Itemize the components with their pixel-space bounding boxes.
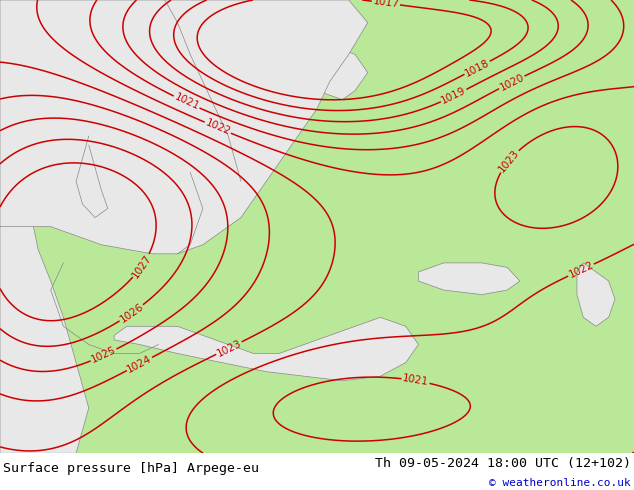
Text: 1017: 1017 [372,0,399,10]
Text: 1018: 1018 [463,57,491,78]
Polygon shape [114,318,418,381]
Text: 1022: 1022 [567,260,595,280]
Text: 1021: 1021 [172,92,201,112]
Polygon shape [0,0,228,226]
Text: 1021: 1021 [402,373,429,388]
Text: 1024: 1024 [126,353,153,374]
Text: 1023: 1023 [215,338,243,358]
Text: Th 09-05-2024 18:00 UTC (12+102): Th 09-05-2024 18:00 UTC (12+102) [375,457,631,470]
Text: 1025: 1025 [89,345,118,366]
Text: © weatheronline.co.uk: © weatheronline.co.uk [489,478,631,489]
Polygon shape [95,91,266,181]
Text: 1020: 1020 [498,72,526,93]
Text: Surface pressure [hPa] Arpege-eu: Surface pressure [hPa] Arpege-eu [3,462,259,475]
Polygon shape [418,263,520,294]
Polygon shape [51,0,209,159]
Text: 1019: 1019 [440,85,468,106]
Polygon shape [279,0,342,46]
Polygon shape [577,263,615,326]
Polygon shape [0,0,89,453]
Polygon shape [241,32,368,99]
Text: 1027: 1027 [130,252,153,280]
Polygon shape [0,0,368,254]
Text: 1022: 1022 [204,118,232,138]
Text: 1023: 1023 [496,147,521,174]
Text: 1026: 1026 [118,301,145,325]
Polygon shape [0,0,634,453]
